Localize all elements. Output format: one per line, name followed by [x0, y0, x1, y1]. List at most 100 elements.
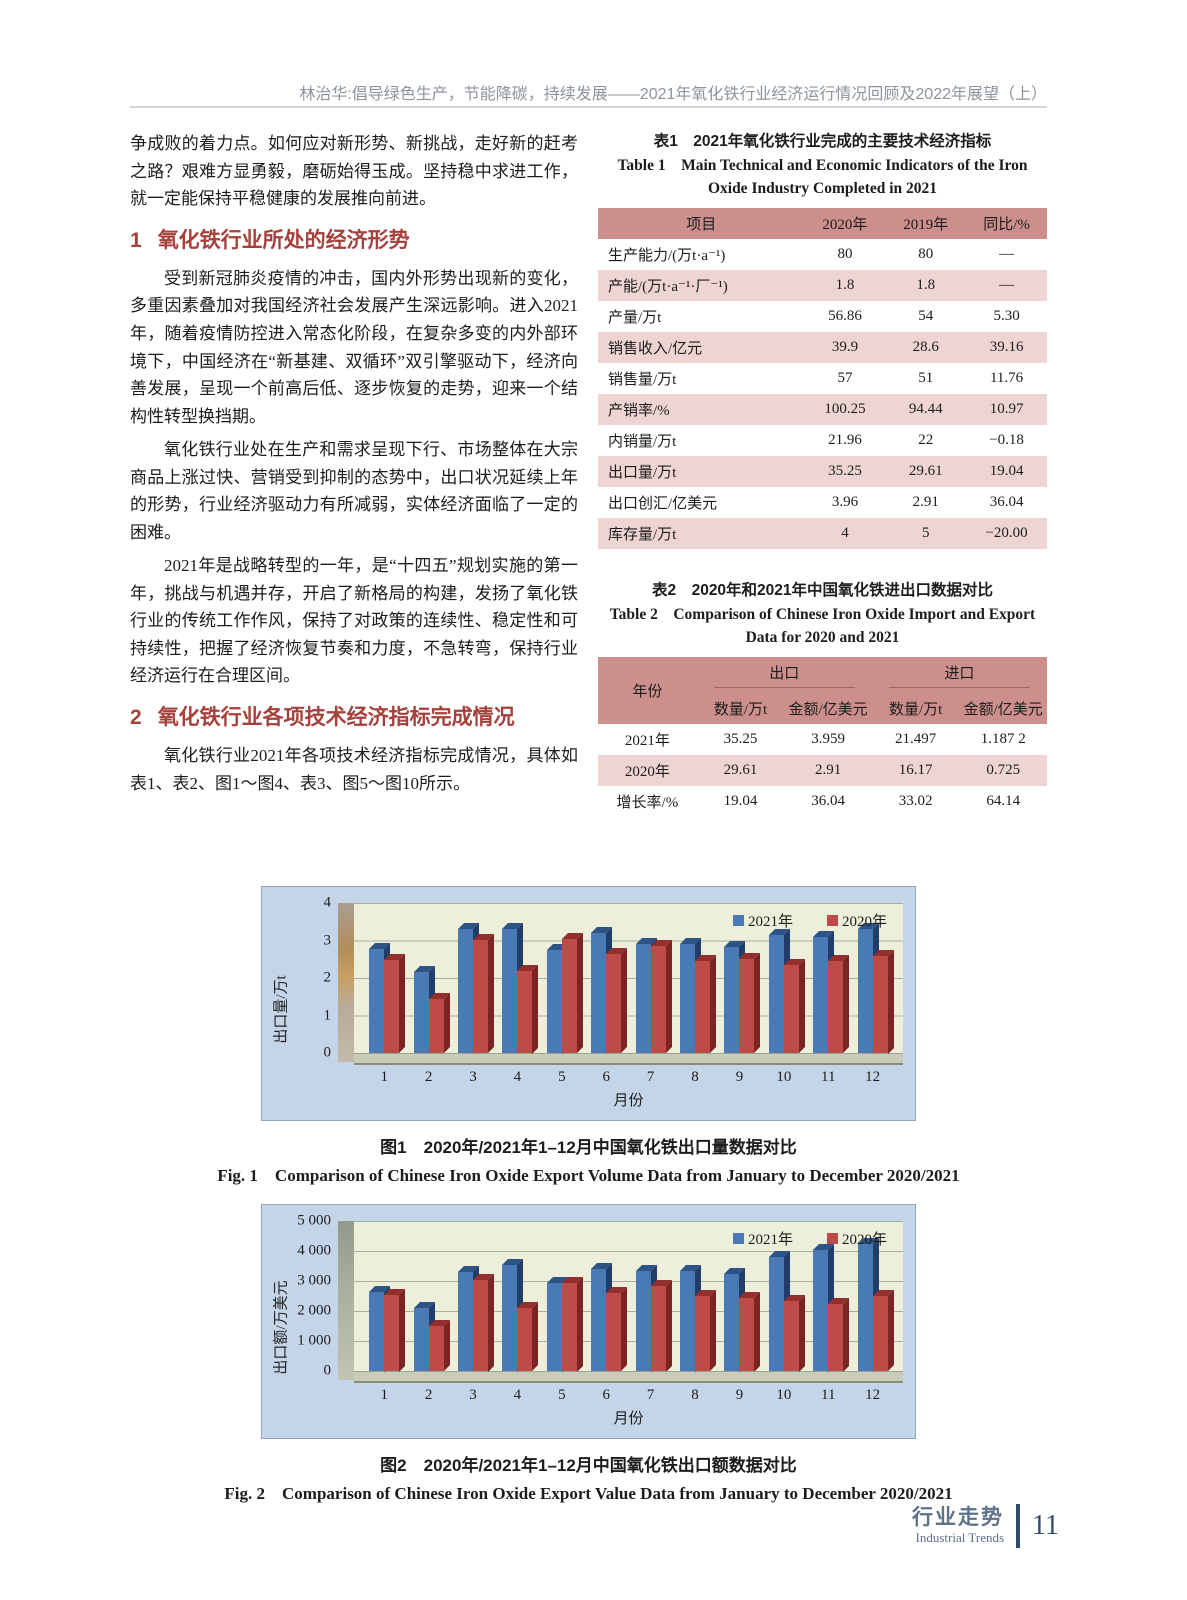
header-cell: 项目: [598, 208, 805, 240]
bar-2021年-month-11: [813, 936, 829, 1053]
x-tick-label: 6: [602, 1069, 610, 1085]
y-tick-label: 0: [323, 1362, 332, 1379]
y-tick-label: 3 000: [297, 1272, 331, 1289]
cell: 产能/(万t·a⁻¹·厂⁻¹): [598, 270, 805, 302]
header-cell: 2019年: [885, 208, 967, 240]
cell: 22: [918, 432, 934, 449]
x-tick-label: 9: [735, 1387, 744, 1403]
section-heading-1: 1 氧化铁行业所处的经济形势: [130, 227, 578, 255]
y-tick-label: 1: [323, 1007, 332, 1023]
x-tick-label: 3: [469, 1387, 477, 1403]
bar-2021年-month-1: [369, 1291, 385, 1371]
cell: 4: [804, 518, 886, 550]
section-heading-2: 2 氧化铁行业各项技术经济指标完成情况: [130, 704, 578, 732]
header-rule: [130, 106, 1047, 108]
bar-2021年-month-1: [369, 948, 385, 1053]
bar-2021年-month-2: [413, 1308, 429, 1371]
y-axis: 5 000 4 000 3 000 2 000 1 000 0: [292, 1213, 338, 1379]
y-tick-label: 3: [323, 932, 332, 948]
table1: 项目 2020年 2019年 同比/% 生产能力/(万t·a⁻¹) 80 80— 产能/(万t…: [598, 208, 1047, 550]
bar-2021年-month-2: [413, 972, 429, 1053]
footer-divider: [1016, 1504, 1021, 1548]
cell: 库存量/万t: [598, 518, 805, 550]
bar-2020年-month-7: [650, 946, 666, 1053]
cell: 增长率/%: [616, 795, 679, 812]
cell: 5.30: [993, 308, 1020, 325]
bar-2020年-month-6: [606, 1293, 622, 1371]
cell: 94.44: [885, 394, 967, 426]
figure1: 出口量/万t 4 3 2 1 0 2021年 2020年 1 2 3 4 5 6 7 8 9 10 11 12 月份 图…: [130, 886, 1047, 1186]
bar-group-month-12: [854, 1221, 891, 1371]
bar-group-month-11: [810, 903, 847, 1053]
chart-3d-floor: [354, 1053, 903, 1065]
x-tick-label: 2: [424, 1069, 433, 1085]
x-axis-labels: 1 2 3 4 5 6 7 8 9 10 11 12: [354, 1069, 903, 1086]
figure1-caption-zh: 图1 2020年/2021年1–12月中国氧化铁出口量数据对比: [380, 1138, 797, 1157]
bar-group-month-5: [543, 1221, 580, 1371]
figure1-chart: 出口量/万t 4 3 2 1 0 2021年 2020年 1 2 3 4 5 6 7 8 9 10 11 12 月份: [261, 886, 916, 1121]
x-tick-label: 7: [646, 1387, 655, 1403]
figure1-caption-en: Fig. 1 Comparison of Chinese Iron Oxide …: [217, 1166, 960, 1185]
cell: 100.25: [804, 394, 886, 426]
bar-2020年-month-1: [384, 1294, 400, 1371]
x-tick-label: 3: [469, 1069, 477, 1085]
bar-2021年-month-4: [502, 1264, 518, 1371]
cell: 2021年: [624, 733, 670, 750]
bar-group-month-10: [765, 1221, 802, 1371]
bar-2020年-month-10: [783, 964, 799, 1053]
bar-2020年-month-1: [384, 960, 400, 1053]
bar-2021年-month-10: [768, 934, 784, 1053]
bar-2020年-month-11: [828, 1303, 844, 1371]
footer-section-en: Industrial Trends: [915, 1529, 1005, 1545]
bar-2021年-month-7: [635, 1270, 651, 1371]
y-axis-title-text: 出口量/万t: [273, 975, 290, 1044]
legend-swatch: [732, 915, 744, 926]
bar-group-month-9: [721, 1221, 758, 1371]
footer-section-zh: 行业走势: [912, 1506, 1005, 1530]
bar-2020年-month-8: [695, 961, 711, 1053]
table1-header-row: 项目 2020年 2019年 同比/%: [598, 208, 1047, 240]
bar-2020年-month-10: [783, 1300, 799, 1371]
cell: 销售收入/亿元: [598, 332, 805, 364]
cell: 产量/万t: [608, 310, 662, 327]
bar-2020年-month-2: [428, 1326, 444, 1371]
header-group-cell: 进口: [871, 657, 1047, 694]
group-label: 出口: [713, 662, 855, 689]
bar-2020年-month-5: [561, 1282, 577, 1371]
bar-group-month-5: [543, 903, 580, 1053]
bar-2020年-month-3: [473, 939, 489, 1053]
table-row: 出口量/万t 35.25 29.61 19.04: [598, 456, 1047, 488]
group-label: 进口: [888, 662, 1030, 689]
bar-2020年-month-12: [872, 955, 888, 1053]
bar-2020年-month-8: [695, 1296, 711, 1371]
figure2: 出口额/万美元 5 000 4 000 3 000 2 000 1 000 0 2021年 20…: [130, 1204, 1047, 1504]
bar-2021年-month-3: [458, 1272, 474, 1371]
bar-2020年-month-4: [517, 1308, 533, 1371]
cell: 16.17: [871, 755, 960, 787]
x-axis-labels: 1 2 3 4 5 6 7 8 9 10 11 12: [354, 1387, 903, 1404]
bar-group-month-7: [632, 1221, 669, 1371]
table1-title-zh: 表1 2021年氧化铁行业完成的主要技术经济指标: [653, 133, 992, 150]
bar-group-month-8: [677, 903, 714, 1053]
bar-group-month-1: [366, 903, 403, 1053]
cell: 3.96: [831, 494, 859, 511]
cell: —: [966, 270, 1047, 302]
bar-2021年-month-6: [591, 933, 607, 1053]
paragraph: 2021年是战略转型的一年，是“十四五”规划实施的第一年，挑战与机遇并存，开启了…: [130, 556, 578, 686]
bar-2021年-month-4: [502, 929, 518, 1053]
cell: 生产能力/(万t·a⁻¹): [608, 248, 726, 265]
bar-2020年-month-9: [739, 959, 755, 1053]
table2-block: 表2 2020年和2021年中国氧化铁进出口数据对比 Table 2 Compa…: [598, 579, 1047, 817]
cell: 内销量/万t: [608, 434, 677, 451]
header-cell: 数量/万t: [871, 693, 960, 725]
cell: 39.16: [966, 332, 1047, 364]
table-row: 生产能力/(万t·a⁻¹) 80 80 —: [598, 239, 1047, 270]
footer-section-labels: 行业走势 Industrial Trends: [912, 1506, 1004, 1545]
table-row: 库存量/万t 4 5 −20.00: [598, 518, 1047, 550]
table-row: 产销率/% 100.25 94.44 10.97: [598, 394, 1047, 426]
x-tick-label: 1: [380, 1069, 388, 1085]
right-column: 表1 2021年氧化铁行业完成的主要技术经济指标 Table 1 Main Te…: [598, 130, 1047, 817]
legend-label: 2020年: [841, 914, 887, 930]
header-group-cell: 出口: [696, 657, 872, 694]
